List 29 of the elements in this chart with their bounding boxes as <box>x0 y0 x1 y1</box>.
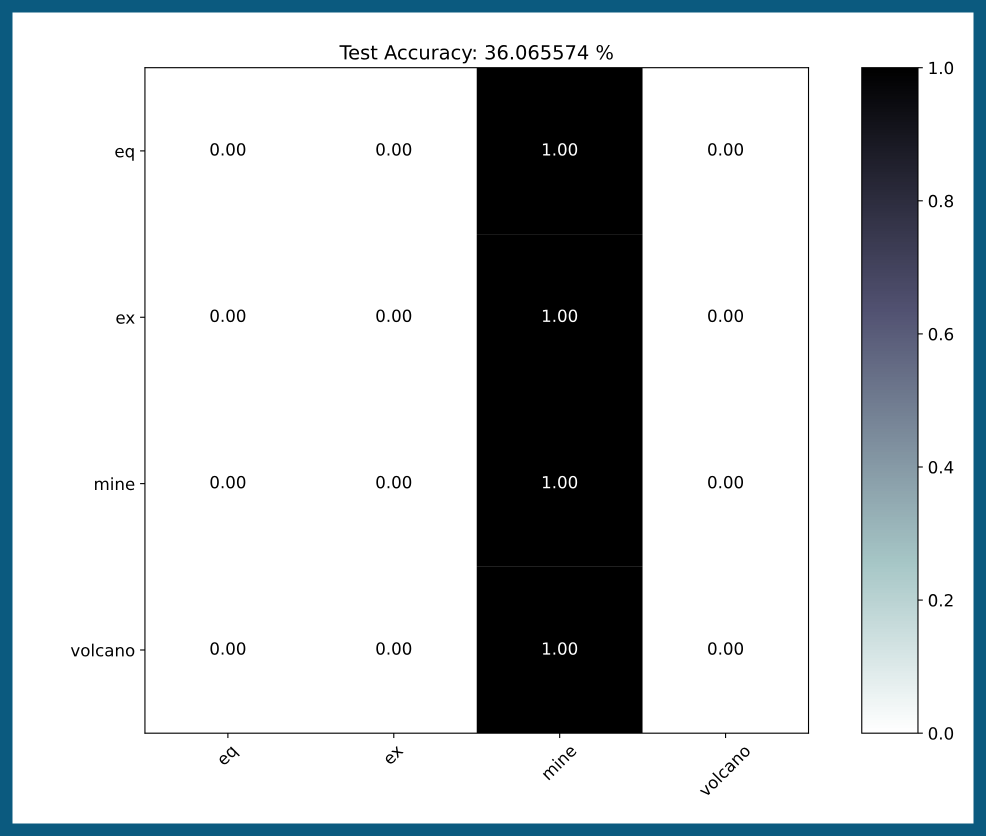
data-label: 0.00 <box>210 143 246 156</box>
x-tick-label: ex <box>384 746 404 766</box>
y-tick-label: eq <box>115 148 134 161</box>
data-label: 1.00 <box>542 476 578 488</box>
data-label: 0.00 <box>708 642 744 655</box>
color-bar-label: 0.2 <box>928 594 953 607</box>
chart-title: Test Accuracy: 36.065574 % <box>339 44 613 64</box>
data-label: 1.00 <box>542 642 578 655</box>
y-tick-label: mine <box>95 477 134 490</box>
color-bar-label: 0.8 <box>928 194 954 208</box>
data-label: 0.00 <box>376 309 412 322</box>
data-label: 0.00 <box>708 143 744 156</box>
data-label: 0.00 <box>210 476 246 488</box>
y-tick-label: ex <box>116 314 135 324</box>
data-label: 0.00 <box>708 476 744 488</box>
data-label: 1.00 <box>542 309 578 322</box>
data-label: 0.00 <box>376 143 412 156</box>
y-tick-label: volcano <box>70 644 134 657</box>
color-bar-label: 0.4 <box>928 460 954 474</box>
data-label: 0.00 <box>210 309 246 322</box>
color-bar-label: 0.6 <box>928 328 954 340</box>
color-bar-label: 0.0 <box>928 727 954 740</box>
color-bar-label: 1.0 <box>930 62 954 74</box>
x-tick-label: eq <box>218 746 240 768</box>
data-label: 0.00 <box>210 642 246 655</box>
data-label: 0.00 <box>708 309 744 322</box>
data-label: 0.00 <box>376 642 412 655</box>
data-label: 0.00 <box>376 476 412 488</box>
data-label: 1.00 <box>542 143 578 156</box>
